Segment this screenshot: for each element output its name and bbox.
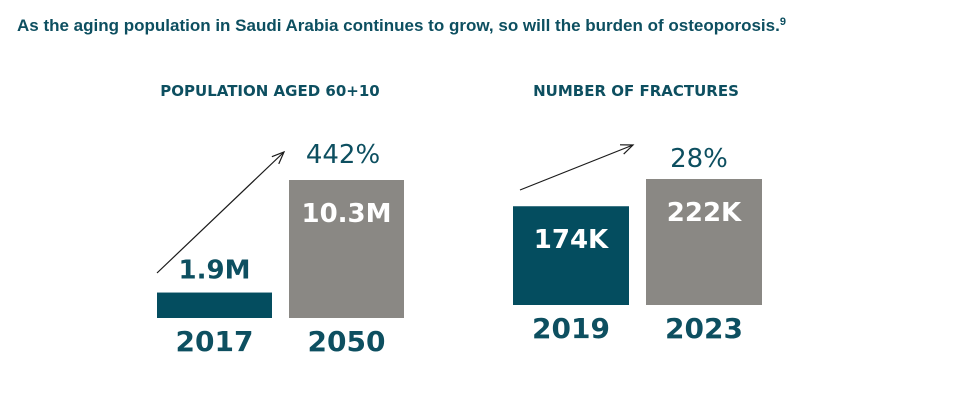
category-label: 2023 xyxy=(665,312,743,345)
growth-arrow xyxy=(156,150,286,274)
bar-2019 xyxy=(513,206,629,305)
value-label: 174K xyxy=(534,225,609,255)
chart-title: POPULATION AGED 60+10 xyxy=(160,82,379,100)
category-label: 2019 xyxy=(532,312,610,345)
bar-2023 xyxy=(646,179,762,305)
growth-arrow xyxy=(519,144,635,191)
chart-2: NUMBER OF FRACTURES 174K 2019 222K 2023 28% xyxy=(513,82,762,345)
headline: As the aging population in Saudi Arabia … xyxy=(17,16,786,36)
chart-title: NUMBER OF FRACTURES xyxy=(533,82,739,100)
bar-2050 xyxy=(289,180,404,318)
value-label: 222K xyxy=(667,198,742,228)
bar-2017 xyxy=(157,292,272,318)
growth-label: 28% xyxy=(670,144,728,174)
chart-1: POPULATION AGED 60+10 1.9M 2017 10.3M 2050 44… xyxy=(156,82,404,358)
headline-text: As the aging population in Saudi Arabia … xyxy=(17,16,780,35)
category-label: 2017 xyxy=(176,325,254,358)
value-label: 1.9M xyxy=(179,256,251,286)
growth-label: 442% xyxy=(306,140,380,170)
headline-footnote: 9 xyxy=(779,16,786,28)
value-label: 10.3M xyxy=(301,199,391,229)
category-label: 2050 xyxy=(308,325,386,358)
